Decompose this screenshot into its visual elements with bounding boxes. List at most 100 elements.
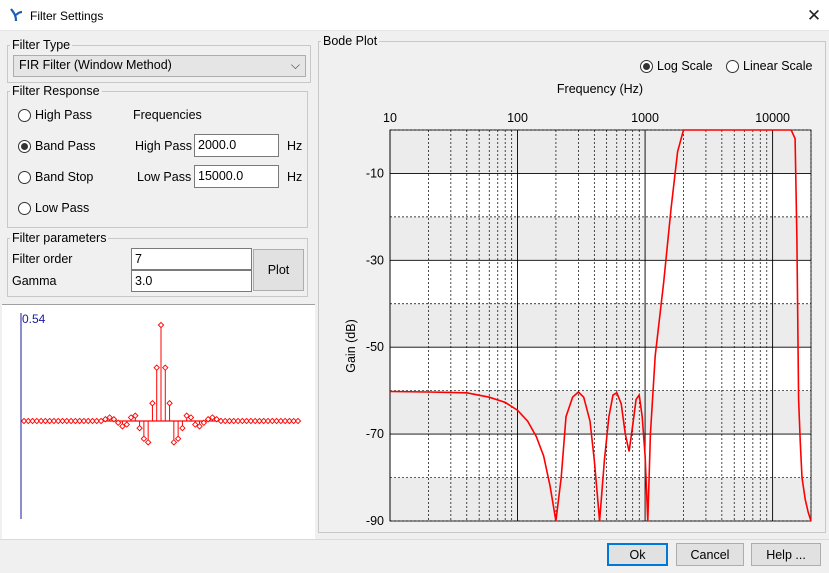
tap-point bbox=[256, 417, 263, 425]
radio-band-stop[interactable] bbox=[18, 171, 31, 184]
tap-point bbox=[281, 417, 289, 425]
tap-point bbox=[234, 417, 242, 425]
tap-point bbox=[127, 414, 135, 421]
bode-y-tick-label: -10 bbox=[366, 166, 384, 180]
tap-point bbox=[119, 423, 126, 430]
tap-point bbox=[196, 423, 203, 430]
low-pass-unit: Hz bbox=[287, 170, 303, 184]
bode-plot-frame bbox=[389, 129, 812, 522]
tap-point bbox=[114, 419, 122, 427]
tap-point bbox=[144, 439, 152, 446]
bode-grid-band bbox=[390, 216, 811, 261]
gamma-input[interactable]: 3.0 bbox=[131, 270, 252, 292]
high-pass-unit: Hz bbox=[287, 139, 303, 153]
tap-point bbox=[179, 424, 186, 432]
tap-point bbox=[25, 417, 32, 425]
radio-log-scale-label: Log Scale bbox=[657, 59, 713, 73]
cancel-button[interactable]: Cancel bbox=[676, 543, 744, 566]
tap-point bbox=[97, 417, 105, 425]
high-pass-freq-input[interactable]: 2000.0 bbox=[194, 134, 279, 157]
tap-point bbox=[170, 439, 178, 446]
filter-parameters-legend: Filter parameters bbox=[10, 231, 109, 245]
tap-point bbox=[149, 399, 156, 407]
low-pass-freq-input[interactable]: 15000.0 bbox=[194, 165, 279, 188]
bode-grid-band bbox=[390, 130, 811, 174]
tap-point bbox=[153, 364, 160, 371]
filter-taps-plot: 0.54 bbox=[20, 312, 302, 519]
tap-point bbox=[80, 417, 88, 425]
radio-high-pass[interactable] bbox=[18, 109, 31, 122]
taps-peak-label: 0.54 bbox=[22, 312, 46, 326]
gamma-label: Gamma bbox=[12, 274, 57, 288]
tap-point bbox=[273, 417, 280, 425]
tap-point bbox=[67, 417, 75, 425]
radio-log-scale[interactable] bbox=[640, 60, 653, 73]
bode-x-tick-label: 10 bbox=[383, 111, 397, 125]
tap-point bbox=[33, 417, 41, 425]
bode-y-tick-label: -50 bbox=[366, 340, 384, 354]
tap-point bbox=[136, 424, 143, 432]
low-pass-freq-label: Low Pass bbox=[137, 170, 192, 184]
frequencies-label: Frequencies bbox=[133, 108, 202, 122]
tap-point bbox=[174, 435, 182, 443]
bode-x-axis-title: Frequency (Hz) bbox=[557, 82, 643, 96]
filter-order-label: Filter order bbox=[12, 252, 73, 266]
filter-type-legend: Filter Type bbox=[10, 38, 73, 52]
tap-point bbox=[239, 417, 246, 425]
bode-plot-legend: Bode Plot bbox=[321, 34, 380, 48]
tap-point bbox=[217, 417, 225, 425]
tap-point bbox=[243, 417, 250, 425]
tap-point bbox=[89, 417, 96, 425]
help-button[interactable]: Help ... bbox=[751, 543, 821, 566]
radio-linear-scale-label: Linear Scale bbox=[743, 59, 813, 73]
tap-point bbox=[102, 415, 109, 423]
filter-type-select[interactable]: FIR Filter (Window Method) ⌵ bbox=[13, 55, 306, 77]
title-bar: Filter Settings ✕ bbox=[0, 0, 829, 31]
tap-point bbox=[140, 435, 148, 443]
radio-band-pass-label: Band Pass bbox=[35, 139, 96, 153]
radio-high-pass-label: High Pass bbox=[35, 108, 92, 122]
tap-point bbox=[251, 417, 259, 425]
window-title: Filter Settings bbox=[30, 9, 104, 23]
plot-button[interactable]: Plot bbox=[253, 249, 304, 291]
radio-low-pass[interactable] bbox=[18, 202, 31, 215]
bode-x-tick-label: 10000 bbox=[755, 111, 790, 125]
tap-point bbox=[213, 415, 220, 423]
filter-order-input[interactable]: 7 bbox=[131, 248, 252, 270]
filter-app-icon bbox=[10, 8, 23, 22]
bode-grid-band bbox=[390, 303, 811, 348]
radio-low-pass-label: Low Pass bbox=[35, 201, 90, 215]
bode-y-tick-label: -30 bbox=[366, 253, 384, 267]
ok-button[interactable]: Ok bbox=[607, 543, 668, 566]
tap-point bbox=[290, 417, 297, 425]
tap-point bbox=[93, 417, 101, 425]
filter-type-group: Filter Type bbox=[7, 38, 311, 83]
tap-point bbox=[50, 417, 58, 425]
tap-point bbox=[200, 419, 208, 427]
tap-point bbox=[264, 417, 272, 425]
tap-point bbox=[209, 414, 216, 421]
filter-taps-plot-panel: 0.54 bbox=[2, 304, 315, 539]
close-icon[interactable]: ✕ bbox=[806, 5, 822, 25]
tap-point bbox=[29, 417, 36, 425]
radio-band-pass[interactable] bbox=[18, 140, 31, 153]
bode-y-axis-title: Gain (dB) bbox=[344, 319, 358, 373]
bode-series-line bbox=[389, 129, 812, 522]
tap-point bbox=[37, 417, 45, 425]
tap-point bbox=[157, 321, 165, 329]
tap-point bbox=[110, 415, 118, 423]
tap-point bbox=[286, 417, 293, 425]
tap-point bbox=[123, 421, 130, 428]
tap-point bbox=[166, 399, 173, 407]
filter-parameters-group: Filter parameters bbox=[7, 231, 308, 297]
tap-point bbox=[46, 417, 53, 425]
radio-linear-scale[interactable] bbox=[726, 60, 739, 73]
filter-response-legend: Filter Response bbox=[10, 84, 102, 98]
radio-band-stop-label: Band Stop bbox=[35, 170, 94, 184]
tap-point bbox=[247, 417, 255, 425]
bode-x-tick-label: 100 bbox=[507, 111, 528, 125]
tap-point bbox=[269, 417, 276, 425]
high-pass-freq-label: High Pass bbox=[135, 139, 192, 153]
tap-point bbox=[204, 415, 212, 423]
bode-y-tick-label: -70 bbox=[366, 427, 384, 441]
